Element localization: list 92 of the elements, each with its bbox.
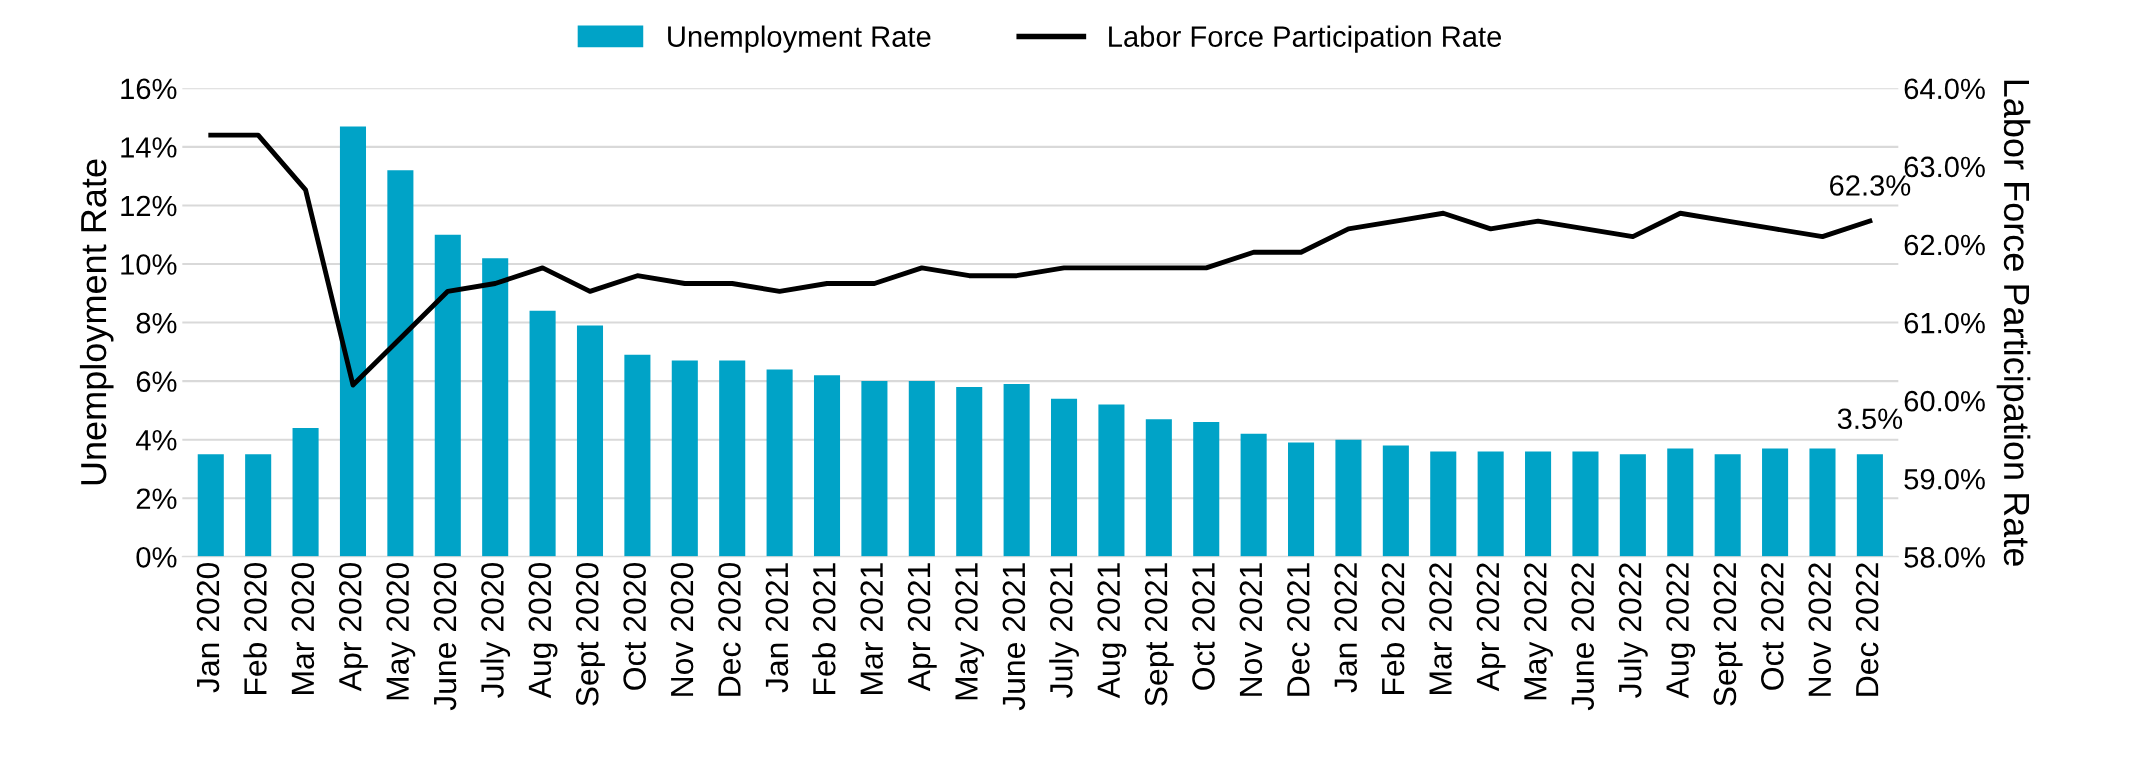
bar	[482, 258, 509, 557]
y-tick-label: 16%	[121, 78, 177, 100]
x-tick-label: Mar 2022	[1429, 563, 1452, 694]
x-tick-label: July 2021	[1049, 563, 1079, 698]
legend-label: Labor Force Participation Rate	[1109, 25, 1501, 53]
y-tick-label: 12%	[121, 195, 177, 217]
y2-tick-label: 59.0%	[1904, 468, 1985, 490]
bar	[529, 310, 556, 557]
x-tick-label: Apr 2020	[338, 562, 368, 692]
y2-axis-title: Labor Force Participation Rate	[1996, 80, 2031, 566]
data-label: 3.5%	[1837, 408, 1903, 430]
y-axis-title: Unemployment Rate	[79, 159, 114, 485]
bar	[1856, 454, 1883, 557]
bar	[197, 454, 224, 557]
x-tick-label: Oct 2022	[1761, 563, 1784, 690]
x-tick-label: Sept 2022	[1713, 563, 1743, 706]
x-tick-label: Oct 2020	[623, 562, 646, 690]
y-tick-label: 14%	[121, 137, 177, 158]
x-tick-label: Mar 2020	[291, 562, 315, 694]
bar	[956, 386, 983, 557]
x-tick-label: Mar 2021	[860, 563, 883, 694]
y2-tick-label: 62.0%	[1904, 234, 1985, 256]
bar	[624, 354, 651, 557]
y2-tick-label: 58.0%	[1904, 547, 1985, 568]
bar	[1525, 451, 1552, 557]
bar	[1240, 433, 1267, 557]
y2-tick-label: 60.0%	[1904, 390, 1985, 412]
bar	[861, 381, 888, 557]
y-tick-label: 8%	[136, 312, 177, 334]
x-tick-label: Dec 2021	[1287, 563, 1310, 696]
x-tick-label: Jan 2021	[765, 563, 789, 693]
bar	[1335, 439, 1362, 557]
y2-tick-label: 64.0%	[1904, 78, 1985, 100]
x-tick-label: Nov 2022	[1808, 563, 1832, 696]
bar	[1193, 422, 1220, 557]
bar	[1145, 419, 1172, 557]
bar	[1762, 448, 1789, 557]
bar	[1382, 445, 1409, 557]
x-tick-label: July 2020	[480, 562, 511, 698]
bar	[576, 325, 604, 557]
bar	[339, 126, 367, 557]
bar	[766, 369, 793, 557]
x-tick-label: May 2020	[386, 562, 416, 700]
bar	[1619, 454, 1646, 557]
bar	[719, 360, 746, 557]
y-tick-label: 0%	[136, 547, 177, 568]
bar	[1809, 448, 1836, 557]
x-tick-label: July 2022	[1617, 563, 1648, 698]
legend-label: Unemployment Rate	[668, 25, 931, 53]
bar	[387, 170, 414, 557]
x-tick-label: May 2022	[1524, 563, 1553, 700]
bar	[1477, 451, 1504, 557]
bar	[434, 234, 461, 557]
x-tick-label: Apr 2021	[907, 563, 937, 692]
x-tick-label: Sept 2021	[1144, 563, 1174, 706]
bar	[1050, 398, 1078, 557]
x-tick-label: Feb 2022	[1380, 563, 1405, 695]
x-tick-label: Apr 2022	[1476, 563, 1506, 692]
bar	[671, 360, 698, 557]
bar	[292, 427, 319, 557]
bar	[1003, 384, 1030, 557]
y2-tick-label: 61.0%	[1904, 312, 1985, 334]
x-tick-label: Sept 2020	[575, 562, 605, 706]
y-tick-label: 10%	[121, 254, 177, 275]
y-tick-label: 6%	[136, 371, 177, 392]
bar	[1430, 451, 1457, 557]
x-tick-label: May 2021	[955, 563, 985, 700]
y-tick-label: 4%	[135, 430, 177, 451]
x-tick-label: Jan 2020	[196, 562, 220, 693]
x-tick-label: Aug 2021	[1097, 563, 1127, 699]
bar	[1098, 404, 1125, 557]
x-tick-label: Aug 2022	[1666, 563, 1696, 699]
y-tick-label: 2%	[136, 488, 177, 509]
x-tick-label: Feb 2020	[243, 562, 267, 695]
x-tick-label: Nov 2020	[670, 562, 694, 696]
x-tick-label: June 2021	[1002, 563, 1026, 711]
x-tick-label: Dec 2020	[718, 562, 741, 696]
x-tick-label: Oct 2021	[1192, 563, 1215, 690]
bar	[245, 454, 272, 557]
x-tick-label: June 2022	[1571, 563, 1595, 711]
x-tick-label: Nov 2021	[1239, 563, 1263, 696]
x-tick-label: Feb 2021	[812, 563, 836, 695]
x-tick-label: June 2020	[433, 562, 457, 711]
bar	[1572, 451, 1599, 557]
bar	[908, 381, 935, 557]
bar	[1714, 454, 1741, 557]
bar	[1667, 448, 1694, 557]
x-tick-label: Aug 2020	[528, 562, 558, 699]
x-tick-label: Dec 2022	[1855, 563, 1879, 696]
x-tick-label: Jan 2022	[1334, 563, 1358, 693]
bar	[1288, 442, 1315, 557]
bar	[813, 375, 841, 557]
